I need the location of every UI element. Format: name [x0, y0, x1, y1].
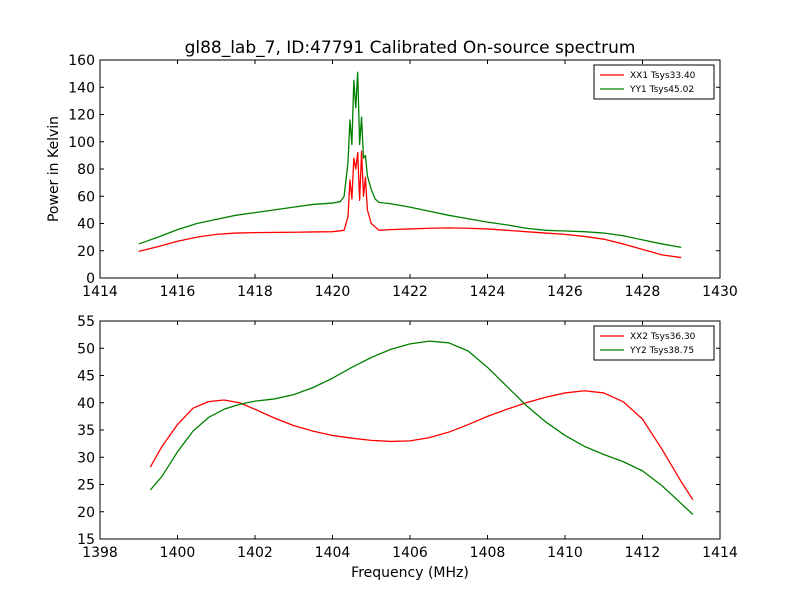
y-tick-label: 40	[77, 217, 95, 233]
bottom-spectrum-panel: 1398 1400 1402 1404 1406 1408 1410 1412 1414 15 20…	[77, 314, 738, 561]
x-tick-label: 1406	[392, 545, 428, 561]
y-tick-label: 80	[77, 162, 95, 178]
series-line-xx1	[138, 150, 682, 259]
legend-entry-label: XX2 Tsys36.30	[630, 332, 696, 342]
x-tick-label: 1408	[470, 545, 506, 561]
series-line-xx2	[149, 390, 694, 501]
y-tick-label: 0	[86, 271, 95, 287]
x-tick-label: 1410	[547, 545, 583, 561]
y-tick-label: 100	[68, 135, 95, 151]
legend-entry-label: YY1 Tsys45.02	[629, 85, 694, 95]
legend-box	[593, 64, 715, 100]
legend: XX1 Tsys33.40 YY1 Tsys45.02	[593, 64, 715, 100]
y-tick-label: 60	[77, 189, 95, 205]
x-tick-label: 1400	[160, 545, 196, 561]
y-tick-label: 40	[77, 396, 95, 412]
x-tick-label: 1418	[237, 284, 273, 300]
y-tick-label: 30	[77, 450, 95, 466]
legend-entry-label: XX1 Tsys33.40	[630, 71, 696, 81]
top-spectrum-panel: 1414 1416 1418 1420 1422 1424 1426 1428 1430 0 20 4…	[68, 53, 738, 300]
y-tick-label: 120	[68, 108, 95, 124]
y-tick-label: 50	[77, 341, 95, 357]
y-tick-label: 55	[77, 314, 95, 330]
legend-box	[593, 325, 715, 361]
chart-title: gl88_lab_7, ID:47791 Calibrated On-sourc…	[185, 38, 636, 58]
legend-entry-label: YY2 Tsys38.75	[629, 346, 694, 356]
x-tick-label: 1420	[315, 284, 351, 300]
x-tick-label: 1414	[82, 284, 118, 300]
x-tick-label: 1414	[702, 545, 738, 561]
y-tick-label: 140	[68, 80, 95, 96]
y-tick-label: 25	[77, 478, 95, 494]
x-tick-label: 1424	[470, 284, 506, 300]
x-tick-label: 1422	[392, 284, 428, 300]
x-tick-label: 1402	[237, 545, 273, 561]
y-tick-label: 20	[77, 505, 95, 521]
y-tick-label: 20	[77, 244, 95, 260]
x-tick-label: 1412	[625, 545, 661, 561]
series-line-yy1	[138, 71, 682, 248]
legend: XX2 Tsys36.30 YY2 Tsys38.75	[593, 325, 715, 361]
y-tick-label: 45	[77, 369, 95, 385]
y-axis-label: Power in Kelvin	[46, 116, 62, 222]
series-line-yy2	[149, 340, 694, 515]
x-tick-label: 1416	[160, 284, 196, 300]
x-tick-label: 1426	[547, 284, 583, 300]
x-tick-label: 1430	[702, 284, 738, 300]
y-tick-label: 35	[77, 423, 95, 439]
x-tick-label: 1398	[82, 545, 118, 561]
y-tick-label: 160	[68, 53, 95, 69]
y-tick-label: 15	[77, 532, 95, 548]
x-tick-label: 1428	[625, 284, 661, 300]
x-axis-label: Frequency (MHz)	[351, 565, 469, 581]
x-tick-label: 1404	[315, 545, 351, 561]
